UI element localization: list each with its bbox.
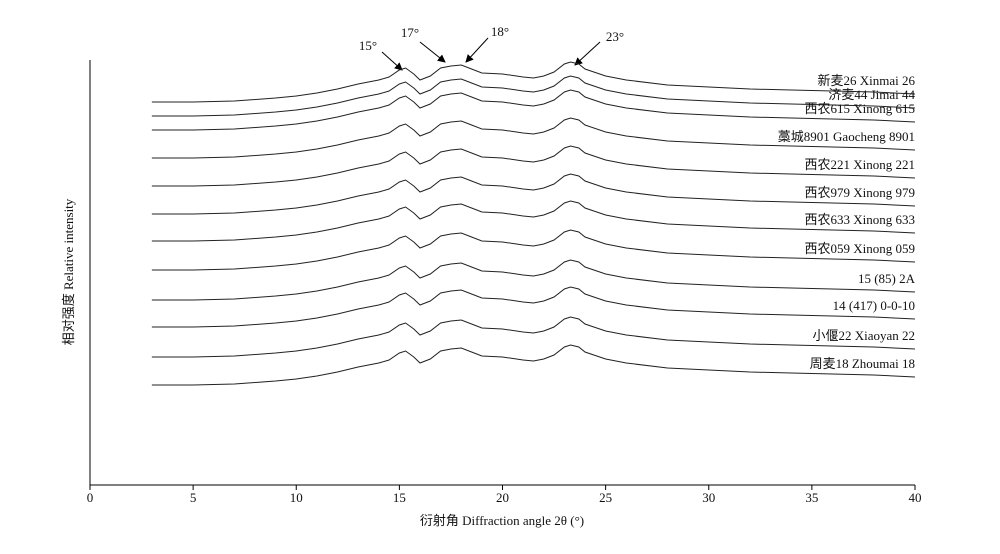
series-label: 西农221 Xinong 221 xyxy=(804,157,915,172)
series-label: 西农979 Xinong 979 xyxy=(804,185,915,200)
arrow xyxy=(419,41,446,63)
peak-annotation: 17° xyxy=(401,25,419,40)
x-tick-label: 35 xyxy=(805,490,818,505)
trace xyxy=(151,344,916,386)
trace xyxy=(151,117,916,159)
series-label: 小偃22 Xiaoyan 22 xyxy=(812,328,915,343)
arrow xyxy=(465,37,489,63)
series-label: 藁城8901 Gaocheng 8901 xyxy=(778,129,915,144)
trace xyxy=(151,259,916,301)
trace xyxy=(151,200,916,242)
series-label: 西农633 Xinong 633 xyxy=(804,212,915,227)
trace xyxy=(151,89,916,131)
x-tick-label: 10 xyxy=(290,490,303,505)
trace xyxy=(151,61,916,103)
trace xyxy=(151,286,916,328)
series-label: 15 (85) 2A xyxy=(858,271,916,286)
peak-annotation: 15° xyxy=(359,38,377,53)
series-label: 西农615 Xinong 615 xyxy=(804,101,915,116)
x-tick-label: 0 xyxy=(87,490,94,505)
series-label: 周麦18 Zhoumai 18 xyxy=(810,356,915,371)
x-tick-label: 15 xyxy=(393,490,406,505)
series-label: 济麦44 Jimai 44 xyxy=(828,87,915,102)
trace xyxy=(151,173,916,215)
trace xyxy=(151,75,916,117)
series-label: 14 (417) 0-0-10 xyxy=(833,298,915,313)
x-tick-label: 25 xyxy=(599,490,612,505)
arrow xyxy=(381,51,403,71)
x-tick-label: 40 xyxy=(909,490,922,505)
peak-annotation: 18° xyxy=(491,24,509,39)
trace xyxy=(151,145,916,187)
trace xyxy=(151,229,916,271)
series-label: 新麦26 Xinmai 26 xyxy=(818,73,916,88)
x-tick-label: 5 xyxy=(190,490,197,505)
y-axis-label: 相对强度 Relative intensity xyxy=(61,198,76,345)
x-axis-label: 衍射角 Diffraction angle 2θ (°) xyxy=(420,513,584,528)
arrow xyxy=(574,41,601,66)
x-tick-label: 30 xyxy=(702,490,715,505)
x-tick-label: 20 xyxy=(496,490,509,505)
peak-annotation: 23° xyxy=(606,29,624,44)
series-label: 西农059 Xinong 059 xyxy=(804,241,915,256)
trace xyxy=(151,316,916,358)
